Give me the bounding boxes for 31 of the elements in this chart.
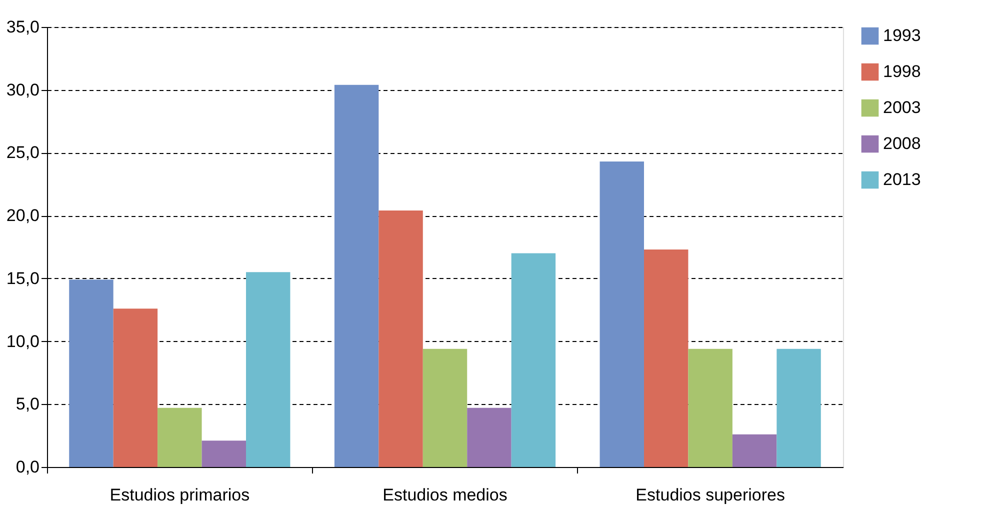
bar bbox=[600, 162, 644, 467]
y-tick-label: 25,0 bbox=[6, 143, 40, 162]
bar bbox=[511, 253, 556, 467]
x-tick-label: Estudios primarios bbox=[110, 486, 250, 504]
y-tick-label: 20,0 bbox=[6, 206, 40, 226]
bar bbox=[378, 210, 423, 467]
y-tick-label: 35,0 bbox=[6, 18, 40, 36]
bar bbox=[732, 434, 777, 467]
legend-label: 2013 bbox=[883, 170, 921, 189]
y-tick-label: 0,0 bbox=[16, 458, 40, 476]
bar bbox=[688, 348, 732, 467]
y-tick-label: 30,0 bbox=[6, 80, 40, 100]
bar bbox=[467, 408, 512, 467]
x-tick-label: Estudios medios bbox=[382, 486, 508, 504]
bar bbox=[644, 250, 688, 467]
x-tick-label: Estudios superiores bbox=[636, 486, 785, 504]
legend-label: 1998 bbox=[883, 62, 921, 81]
bar bbox=[422, 348, 468, 467]
legend-label: 2008 bbox=[883, 134, 921, 153]
bar bbox=[202, 440, 246, 467]
bar bbox=[246, 272, 290, 467]
legend-label: 1993 bbox=[883, 26, 921, 45]
bar bbox=[113, 308, 158, 467]
bar bbox=[334, 84, 379, 467]
legend-label: 2003 bbox=[883, 98, 921, 117]
y-tick-label: 10,0 bbox=[6, 332, 40, 351]
y-tick-label: 5,0 bbox=[16, 394, 40, 414]
y-tick-label: 15,0 bbox=[6, 268, 40, 288]
bar bbox=[158, 408, 202, 467]
bar bbox=[776, 348, 821, 467]
bar bbox=[69, 280, 114, 467]
